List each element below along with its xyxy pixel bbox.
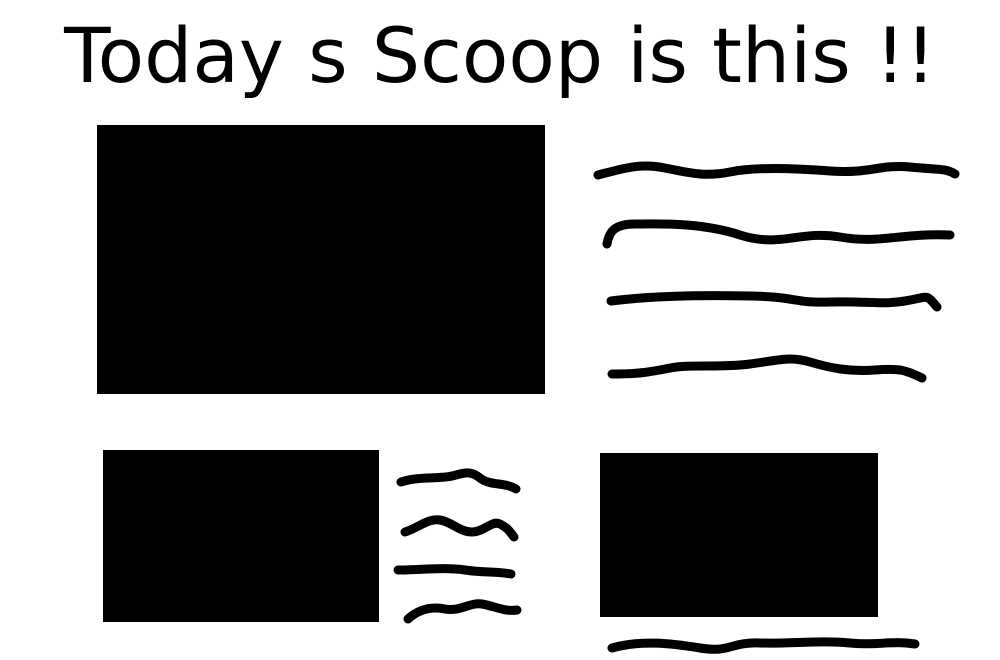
left-article-text-line-3 [393, 564, 516, 579]
secondary-image-placeholder-left [103, 450, 379, 622]
secondary-image-placeholder-right [600, 453, 878, 617]
hero-image-placeholder [97, 125, 545, 394]
hero-text-line-1 [593, 161, 960, 180]
left-article-text-line-2 [400, 515, 519, 542]
right-article-text-lines [607, 637, 920, 654]
page-headline: Today s Scoop is this !! [64, 11, 936, 100]
hero-text-line-4 [607, 354, 927, 383]
left-article-text-line-1 [396, 468, 521, 494]
hero-text-line-2 [602, 219, 955, 249]
left-article-text-line-4 [403, 599, 522, 624]
hero-text-line-3 [606, 291, 942, 312]
left-article-text-lines [393, 468, 522, 624]
right-article-text-line-1 [607, 637, 920, 654]
hero-text-lines [593, 161, 960, 383]
